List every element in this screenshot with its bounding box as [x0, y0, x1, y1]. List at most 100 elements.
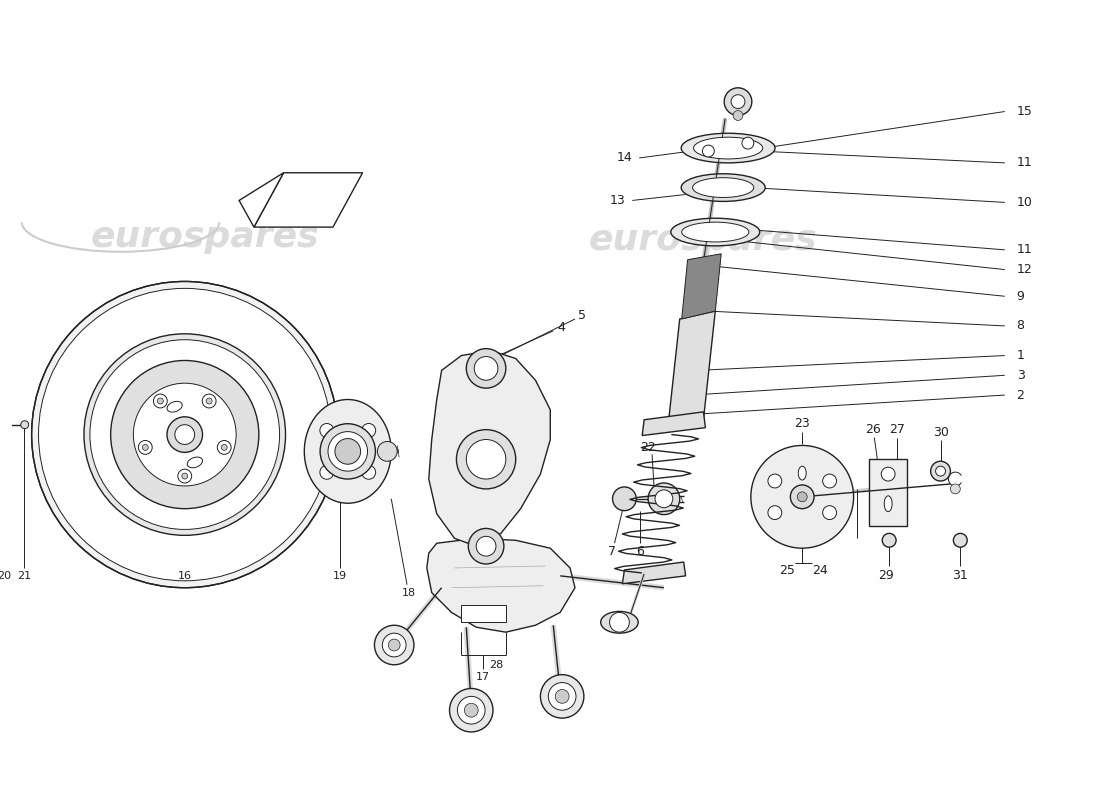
- Ellipse shape: [693, 138, 762, 159]
- Circle shape: [202, 394, 216, 408]
- Circle shape: [320, 423, 333, 438]
- Circle shape: [456, 430, 516, 489]
- Polygon shape: [682, 254, 722, 319]
- Circle shape: [320, 466, 333, 479]
- Text: 14: 14: [616, 151, 632, 165]
- Circle shape: [218, 441, 231, 454]
- Ellipse shape: [799, 466, 806, 480]
- Circle shape: [221, 445, 228, 450]
- Ellipse shape: [671, 218, 760, 246]
- Text: 21: 21: [16, 571, 31, 581]
- Circle shape: [362, 466, 375, 479]
- Text: 13: 13: [609, 194, 626, 207]
- Circle shape: [654, 490, 673, 508]
- Circle shape: [742, 138, 754, 149]
- Circle shape: [175, 425, 195, 445]
- Circle shape: [798, 492, 807, 502]
- Text: 27: 27: [889, 423, 905, 436]
- Circle shape: [613, 487, 636, 510]
- Text: 29: 29: [878, 570, 894, 582]
- Polygon shape: [239, 173, 284, 227]
- Circle shape: [142, 445, 148, 450]
- Ellipse shape: [681, 174, 766, 202]
- Text: 7: 7: [607, 545, 616, 558]
- Text: 8: 8: [1016, 319, 1024, 333]
- Circle shape: [362, 423, 375, 438]
- Text: 10: 10: [1016, 196, 1033, 209]
- Polygon shape: [427, 538, 575, 632]
- Circle shape: [548, 682, 576, 710]
- Circle shape: [133, 383, 236, 486]
- Text: 30: 30: [933, 426, 948, 439]
- Text: 2: 2: [1016, 389, 1024, 402]
- Ellipse shape: [681, 134, 776, 163]
- Circle shape: [328, 432, 367, 471]
- Circle shape: [466, 439, 506, 479]
- Circle shape: [469, 529, 504, 564]
- Circle shape: [540, 674, 584, 718]
- Text: 20: 20: [0, 571, 11, 581]
- Text: 5: 5: [578, 309, 586, 322]
- Circle shape: [954, 534, 967, 547]
- Circle shape: [206, 398, 212, 404]
- Polygon shape: [642, 412, 705, 435]
- Text: eurospares: eurospares: [590, 223, 817, 257]
- Circle shape: [768, 506, 782, 519]
- Text: 28: 28: [488, 660, 503, 670]
- Circle shape: [931, 462, 950, 481]
- Ellipse shape: [167, 402, 183, 412]
- Circle shape: [374, 626, 414, 665]
- Circle shape: [458, 696, 485, 724]
- Circle shape: [609, 613, 629, 632]
- Circle shape: [751, 446, 854, 548]
- Text: 6: 6: [636, 545, 645, 558]
- Polygon shape: [623, 562, 685, 584]
- Text: 18: 18: [402, 588, 416, 598]
- Circle shape: [182, 473, 188, 479]
- Circle shape: [464, 703, 478, 717]
- Text: 17: 17: [476, 672, 491, 682]
- Circle shape: [178, 469, 191, 483]
- Circle shape: [450, 689, 493, 732]
- Circle shape: [648, 483, 680, 514]
- Text: 11: 11: [1016, 156, 1033, 170]
- Ellipse shape: [884, 496, 892, 512]
- Text: eurospares: eurospares: [90, 220, 319, 254]
- Text: 1: 1: [1016, 349, 1024, 362]
- Text: 12: 12: [1016, 263, 1033, 276]
- Circle shape: [334, 438, 361, 464]
- Circle shape: [320, 424, 375, 479]
- Ellipse shape: [601, 611, 638, 633]
- Circle shape: [881, 467, 895, 481]
- Circle shape: [823, 506, 836, 519]
- Polygon shape: [668, 311, 715, 428]
- Circle shape: [21, 421, 29, 429]
- Circle shape: [791, 485, 814, 509]
- Text: 25: 25: [780, 565, 795, 578]
- Circle shape: [950, 484, 960, 494]
- Text: 26: 26: [866, 423, 881, 436]
- Polygon shape: [869, 459, 906, 526]
- Circle shape: [474, 357, 498, 380]
- Circle shape: [32, 282, 338, 588]
- Circle shape: [383, 633, 406, 657]
- Circle shape: [936, 466, 946, 476]
- Text: 11: 11: [1016, 243, 1033, 256]
- Circle shape: [703, 145, 714, 157]
- Circle shape: [90, 340, 279, 530]
- Circle shape: [388, 639, 400, 651]
- Text: 15: 15: [1016, 105, 1033, 118]
- Text: 3: 3: [1016, 369, 1024, 382]
- Ellipse shape: [682, 222, 749, 242]
- Circle shape: [733, 110, 742, 121]
- Circle shape: [768, 474, 782, 488]
- Circle shape: [84, 334, 286, 535]
- Text: 4: 4: [558, 322, 565, 334]
- Text: 24: 24: [812, 565, 828, 578]
- Ellipse shape: [187, 457, 202, 468]
- Circle shape: [139, 441, 152, 454]
- Polygon shape: [461, 606, 506, 622]
- Circle shape: [724, 88, 751, 115]
- Polygon shape: [254, 173, 363, 227]
- Circle shape: [153, 394, 167, 408]
